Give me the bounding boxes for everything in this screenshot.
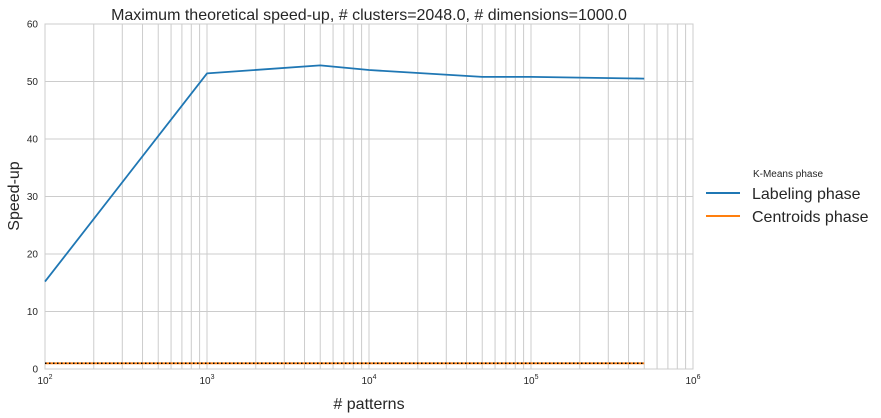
chart-title: Maximum theoretical speed-up, # clusters…	[111, 7, 627, 24]
legend-item-centroids[interactable]: Centroids phase	[706, 209, 869, 226]
x-tick-label: 105	[523, 374, 538, 387]
y-tick-label: 50	[27, 77, 39, 88]
y-tick-label: 60	[27, 20, 39, 31]
legend-title: K-Means phase	[753, 169, 823, 180]
x-tick-label: 104	[361, 374, 376, 387]
x-tick-label: 106	[685, 374, 700, 387]
series-line-labeling	[44, 64, 645, 283]
y-tick-label: 0	[32, 365, 38, 376]
legend-label-centroids: Centroids phase	[752, 209, 869, 226]
x-tick-label: 102	[37, 374, 52, 387]
x-axis-label: # patterns	[333, 396, 404, 413]
legend-item-labeling[interactable]: Labeling phase	[706, 186, 861, 203]
series-layer	[44, 64, 645, 365]
tick-labels: 0 10 20 30 40 50 60 102 103 104 105 106	[27, 20, 701, 388]
legend: K-Means phase Labeling phase Centroids p…	[706, 169, 869, 226]
y-tick-label: 30	[27, 192, 39, 203]
x-tick-label: 103	[199, 374, 214, 387]
y-tick-label: 40	[27, 135, 39, 146]
legend-label-labeling: Labeling phase	[752, 186, 861, 203]
y-axis-label: Speed-up	[6, 161, 23, 230]
y-tick-label: 20	[27, 250, 39, 261]
y-tick-label: 10	[27, 307, 39, 318]
grid	[44, 23, 693, 370]
plot-frame	[44, 23, 694, 370]
